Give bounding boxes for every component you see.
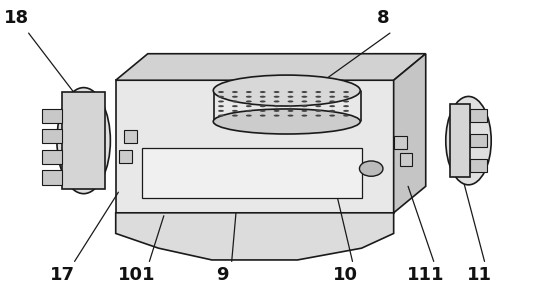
Ellipse shape — [246, 115, 252, 117]
Ellipse shape — [315, 100, 321, 102]
Ellipse shape — [246, 110, 252, 112]
Text: 18: 18 — [4, 9, 29, 27]
Ellipse shape — [232, 105, 238, 107]
Ellipse shape — [246, 105, 252, 107]
Ellipse shape — [260, 100, 266, 102]
Polygon shape — [143, 148, 362, 198]
Ellipse shape — [287, 96, 293, 98]
Ellipse shape — [329, 110, 335, 112]
Ellipse shape — [301, 91, 307, 93]
Ellipse shape — [343, 91, 349, 93]
Ellipse shape — [301, 115, 307, 117]
Ellipse shape — [329, 96, 335, 98]
Ellipse shape — [315, 96, 321, 98]
Ellipse shape — [246, 96, 252, 98]
Ellipse shape — [360, 161, 383, 176]
Polygon shape — [119, 150, 132, 163]
Text: 111: 111 — [407, 266, 444, 284]
Ellipse shape — [232, 110, 238, 112]
Ellipse shape — [274, 91, 280, 93]
Ellipse shape — [274, 100, 280, 102]
Ellipse shape — [287, 115, 293, 117]
Ellipse shape — [260, 110, 266, 112]
Ellipse shape — [301, 96, 307, 98]
Polygon shape — [470, 159, 487, 172]
Ellipse shape — [213, 109, 360, 134]
Polygon shape — [399, 153, 412, 166]
Polygon shape — [42, 150, 62, 164]
Ellipse shape — [329, 91, 335, 93]
Ellipse shape — [329, 100, 335, 102]
Ellipse shape — [232, 100, 238, 102]
Ellipse shape — [274, 115, 280, 117]
Ellipse shape — [260, 115, 266, 117]
Polygon shape — [450, 104, 470, 178]
Polygon shape — [470, 134, 487, 147]
Ellipse shape — [246, 100, 252, 102]
Ellipse shape — [260, 96, 266, 98]
Polygon shape — [116, 213, 393, 260]
Text: 11: 11 — [467, 266, 492, 284]
Ellipse shape — [57, 88, 110, 194]
Ellipse shape — [343, 115, 349, 117]
Ellipse shape — [218, 96, 224, 98]
Ellipse shape — [232, 91, 238, 93]
Ellipse shape — [315, 110, 321, 112]
Text: 17: 17 — [50, 266, 75, 284]
Ellipse shape — [315, 91, 321, 93]
Ellipse shape — [301, 105, 307, 107]
Polygon shape — [116, 80, 393, 213]
Polygon shape — [124, 130, 137, 143]
Ellipse shape — [246, 91, 252, 93]
Ellipse shape — [218, 100, 224, 102]
Ellipse shape — [260, 91, 266, 93]
Ellipse shape — [343, 105, 349, 107]
Ellipse shape — [232, 115, 238, 117]
Ellipse shape — [260, 105, 266, 107]
Polygon shape — [116, 54, 426, 80]
Ellipse shape — [343, 96, 349, 98]
Ellipse shape — [218, 105, 224, 107]
Ellipse shape — [232, 96, 238, 98]
Polygon shape — [393, 54, 426, 213]
Ellipse shape — [213, 75, 360, 106]
Ellipse shape — [218, 91, 224, 93]
Polygon shape — [62, 92, 105, 189]
Ellipse shape — [287, 105, 293, 107]
Polygon shape — [470, 109, 487, 122]
Ellipse shape — [274, 96, 280, 98]
Ellipse shape — [287, 100, 293, 102]
Ellipse shape — [218, 110, 224, 112]
Ellipse shape — [218, 115, 224, 117]
Polygon shape — [394, 136, 407, 149]
Polygon shape — [42, 170, 62, 184]
Ellipse shape — [329, 115, 335, 117]
Ellipse shape — [301, 100, 307, 102]
Ellipse shape — [343, 100, 349, 102]
Polygon shape — [42, 109, 62, 123]
Ellipse shape — [287, 110, 293, 112]
Text: 9: 9 — [217, 266, 229, 284]
Ellipse shape — [329, 105, 335, 107]
Text: 10: 10 — [333, 266, 358, 284]
Polygon shape — [42, 129, 62, 143]
Ellipse shape — [343, 110, 349, 112]
Text: 101: 101 — [118, 266, 156, 284]
Ellipse shape — [287, 91, 293, 93]
Ellipse shape — [315, 105, 321, 107]
Ellipse shape — [301, 110, 307, 112]
Ellipse shape — [446, 96, 491, 185]
Ellipse shape — [315, 115, 321, 117]
Ellipse shape — [274, 110, 280, 112]
Ellipse shape — [274, 105, 280, 107]
Text: 8: 8 — [377, 9, 389, 27]
